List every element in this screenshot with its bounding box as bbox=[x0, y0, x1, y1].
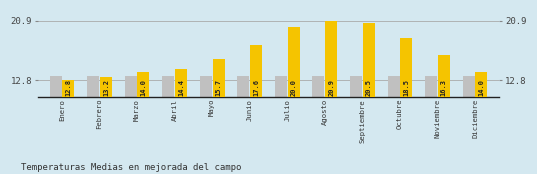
Bar bbox=[313, 76, 324, 97]
Text: 18.5: 18.5 bbox=[403, 79, 409, 96]
Bar bbox=[100, 77, 112, 97]
Bar bbox=[400, 38, 412, 97]
Text: 14.0: 14.0 bbox=[478, 79, 484, 96]
Text: 20.9: 20.9 bbox=[328, 79, 334, 96]
Bar bbox=[62, 80, 75, 97]
Text: 14.0: 14.0 bbox=[141, 79, 147, 96]
Bar bbox=[175, 69, 187, 97]
Bar bbox=[200, 76, 212, 97]
Bar bbox=[137, 72, 149, 97]
Bar bbox=[475, 72, 488, 97]
Text: 13.2: 13.2 bbox=[103, 79, 109, 96]
Bar bbox=[250, 45, 262, 97]
Bar bbox=[49, 76, 62, 97]
Bar bbox=[237, 76, 249, 97]
Text: 15.7: 15.7 bbox=[215, 79, 222, 96]
Bar bbox=[288, 27, 300, 97]
Bar bbox=[213, 59, 224, 97]
Bar bbox=[275, 76, 287, 97]
Bar bbox=[425, 76, 437, 97]
Bar bbox=[325, 21, 337, 97]
Text: 20.0: 20.0 bbox=[291, 79, 296, 96]
Text: Temperaturas Medias en mejorada del campo: Temperaturas Medias en mejorada del camp… bbox=[21, 163, 242, 172]
Text: 16.3: 16.3 bbox=[441, 79, 447, 96]
Bar bbox=[362, 23, 375, 97]
Bar bbox=[125, 76, 137, 97]
Bar bbox=[462, 76, 475, 97]
Bar bbox=[388, 76, 400, 97]
Bar bbox=[162, 76, 175, 97]
Text: 20.5: 20.5 bbox=[366, 79, 372, 96]
Text: 12.8: 12.8 bbox=[66, 79, 71, 96]
Text: 17.6: 17.6 bbox=[253, 79, 259, 96]
Bar bbox=[87, 76, 99, 97]
Text: 14.4: 14.4 bbox=[178, 79, 184, 96]
Bar bbox=[350, 76, 362, 97]
Bar bbox=[438, 55, 450, 97]
